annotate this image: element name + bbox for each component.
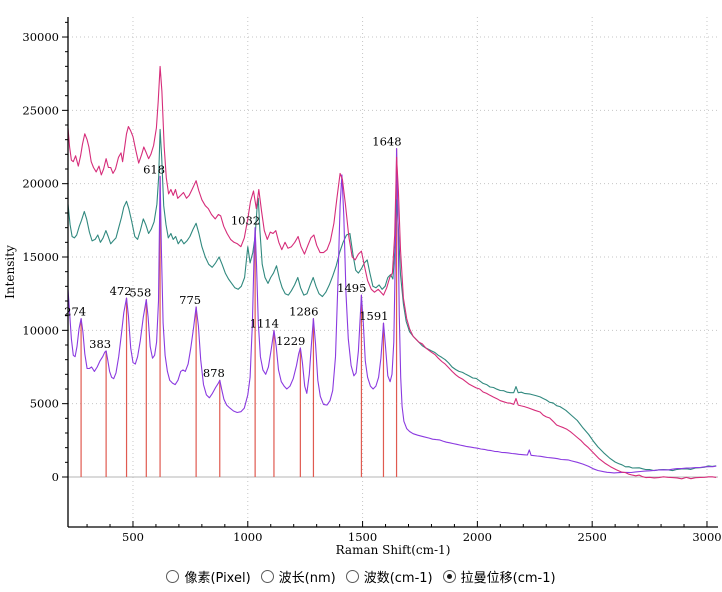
peak-label: 383 <box>89 337 111 351</box>
series-spectrum-pink <box>67 65 717 480</box>
peak-label: 1591 <box>359 309 388 323</box>
x-axis-title: Raman Shift(cm-1) <box>336 543 451 557</box>
peak-label: 878 <box>203 366 225 380</box>
radio-wavelength[interactable]: 波长(nm) <box>260 567 336 586</box>
y-tick-label: 0 <box>52 470 59 484</box>
peak-label: 274 <box>64 305 86 319</box>
unit-selector: 像素(Pixel) 波长(nm) 波数(cm-1) 拉曼位移(cm-1) <box>0 562 722 590</box>
x-tick-label: 1000 <box>233 530 262 544</box>
peak-label: 1495 <box>337 281 366 295</box>
radio-circle-icon[interactable] <box>345 569 359 583</box>
y-tick-label: 25000 <box>22 103 59 117</box>
radio-raman-shift-label[interactable]: 拉曼位移(cm-1) <box>460 570 556 586</box>
x-tick-label: 500 <box>122 530 144 544</box>
radio-pixel-label[interactable]: 像素(Pixel) <box>184 570 251 586</box>
y-tick-label: 15000 <box>22 250 59 264</box>
y-tick-label: 20000 <box>22 177 59 191</box>
radio-pixel[interactable]: 像素(Pixel) <box>166 567 251 586</box>
x-tick-label: 2500 <box>578 530 607 544</box>
series-spectrum-purple <box>67 147 717 474</box>
peak-label: 618 <box>143 162 165 176</box>
radio-circle-icon[interactable] <box>260 569 274 583</box>
y-tick-label: 5000 <box>30 397 59 411</box>
radio-wavelength-label[interactable]: 波长(nm) <box>278 570 336 586</box>
radio-wavenumber[interactable]: 波数(cm-1) <box>345 567 433 586</box>
radio-circle-selected-icon[interactable] <box>442 569 456 583</box>
peak-label: 472 <box>110 284 132 298</box>
y-tick-label: 30000 <box>22 30 59 44</box>
peak-label: 1648 <box>372 134 401 148</box>
peak-label: 775 <box>179 293 201 307</box>
peak-label: 1229 <box>276 334 305 348</box>
peak-label: 1286 <box>289 305 318 319</box>
radio-wavenumber-label[interactable]: 波数(cm-1) <box>363 570 433 586</box>
x-tick-label: 1500 <box>348 530 377 544</box>
series-spectrum-teal <box>67 128 717 472</box>
y-tick-label: 10000 <box>22 323 59 337</box>
radio-raman-shift[interactable]: 拉曼位移(cm-1) <box>442 567 556 586</box>
peak-label: 1114 <box>250 316 279 330</box>
x-tick-label: 3000 <box>692 530 721 544</box>
y-axis-title: Intensity <box>3 245 17 299</box>
radio-circle-icon[interactable] <box>166 569 180 583</box>
peak-label: 558 <box>129 286 151 300</box>
peak-label: 1032 <box>231 214 260 228</box>
x-tick-label: 2000 <box>463 530 492 544</box>
